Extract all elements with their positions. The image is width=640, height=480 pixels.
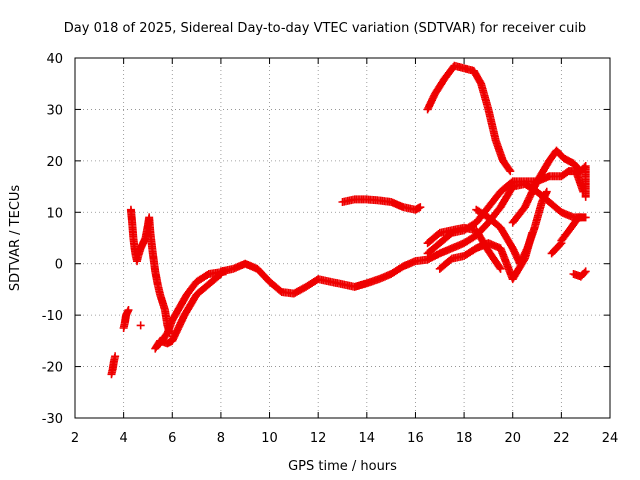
series-arc-f: [156, 267, 230, 348]
x-tick-label: 22: [553, 431, 570, 446]
series-arc-o: [547, 239, 566, 258]
series-arc-k: [423, 223, 505, 273]
data-point: [496, 264, 505, 273]
series-arc-n: [508, 146, 590, 227]
chart-title: Day 018 of 2025, Sidereal Day-to-day VTE…: [64, 21, 586, 36]
data-point: [111, 352, 120, 361]
data-point: [556, 240, 565, 249]
series-arc-a: [107, 352, 120, 379]
y-tick-label: 40: [46, 52, 63, 67]
series-arc-c: [126, 205, 174, 338]
x-tick-label: 20: [504, 431, 521, 446]
x-tick-label: 8: [217, 431, 225, 446]
y-tick-label: 10: [46, 206, 63, 221]
data-point: [581, 213, 590, 222]
series-arc-b: [119, 306, 133, 332]
y-tick-label: -20: [42, 361, 63, 376]
series-arc-d: [136, 321, 145, 330]
data-point: [542, 187, 551, 196]
data-point: [505, 165, 514, 174]
x-tick-label: 14: [359, 431, 376, 446]
series-arc-m: [435, 228, 537, 284]
x-tick-label: 18: [456, 431, 473, 446]
data-point: [136, 321, 145, 330]
series-arc-h: [338, 195, 425, 214]
y-tick-label: -30: [42, 412, 63, 427]
x-tick-label: 16: [407, 431, 424, 446]
series-arc-i: [423, 61, 515, 176]
grid: [74, 57, 611, 419]
x-axis-label: GPS time / hours: [288, 459, 397, 474]
data-point: [581, 267, 590, 276]
x-tick-label: 2: [71, 431, 79, 446]
data-marks: [107, 61, 590, 379]
x-tick-label: 4: [119, 431, 127, 446]
y-axis-label: SDTVAR / TECUs: [8, 185, 23, 292]
data-point: [581, 192, 590, 201]
x-tick-label: 12: [310, 431, 327, 446]
series-arc-q: [569, 267, 590, 281]
y-tick-label: 30: [46, 103, 63, 118]
data-point: [580, 268, 589, 277]
y-tick-label: 20: [46, 155, 63, 170]
data-point: [416, 203, 425, 212]
y-tick-label: 0: [55, 258, 63, 273]
y-tick-label: -10: [42, 309, 63, 324]
x-tick-label: 10: [261, 431, 278, 446]
x-tick-label: 6: [168, 431, 176, 446]
data-point: [506, 167, 515, 176]
x-tick-label: 24: [602, 431, 619, 446]
series-arc-p: [557, 213, 590, 245]
data-point: [124, 306, 133, 314]
plot-frame: [74, 57, 611, 419]
data-point: [528, 228, 537, 237]
